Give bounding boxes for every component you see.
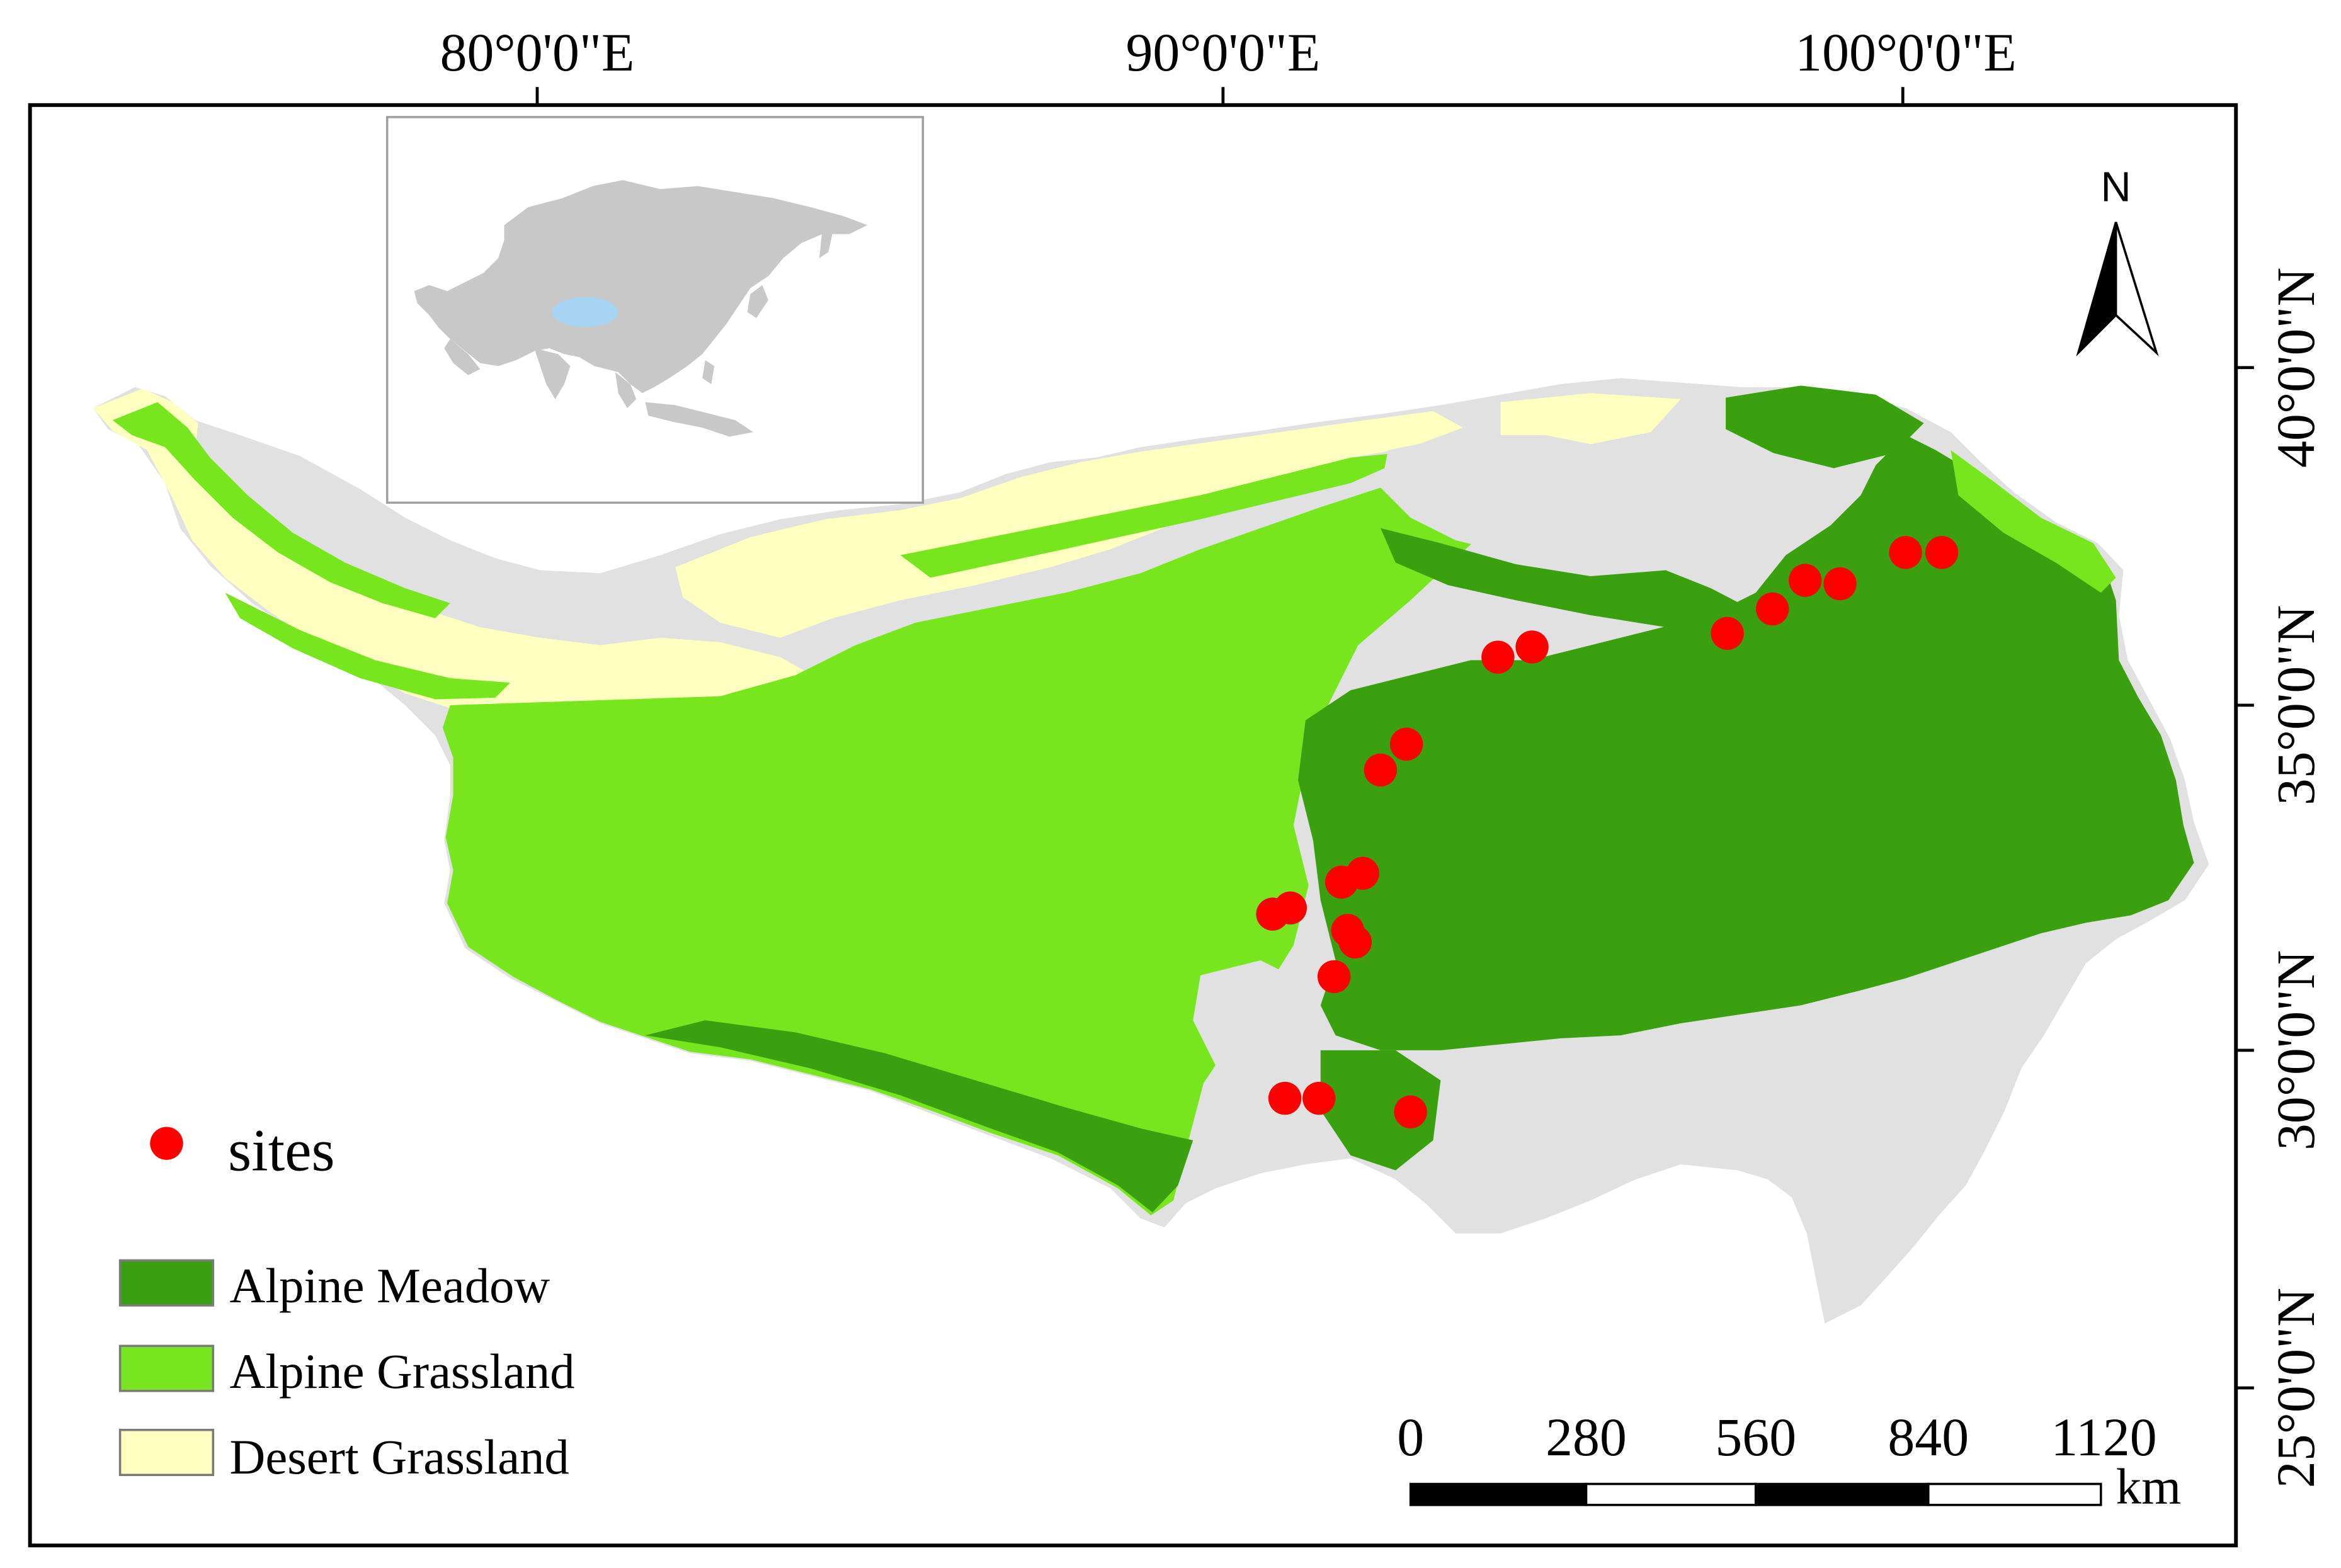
north-arrow-label: N: [2101, 164, 2131, 210]
scale-tick-label: 0: [1397, 1407, 1424, 1467]
longitude-label: 80°0'0"E: [440, 23, 635, 82]
site-marker: [1394, 1095, 1427, 1128]
legend-label-alpine-meadow: Alpine Meadow: [230, 1259, 550, 1314]
site-marker: [1339, 926, 1372, 958]
scale-tick-label: 560: [1715, 1407, 1796, 1467]
scale-segment-dark: [1756, 1484, 1928, 1505]
site-marker: [1823, 567, 1856, 600]
scale-unit-label: km: [2116, 1458, 2182, 1515]
site-marker: [1515, 630, 1548, 663]
longitude-label: 100°0'0"E: [1795, 23, 2017, 82]
site-marker: [1268, 1082, 1301, 1115]
latitude-label: 35°0'0"N: [2266, 605, 2326, 805]
site-marker: [1318, 960, 1350, 993]
scale-tick-label: 840: [1888, 1407, 1969, 1467]
site-marker: [1481, 640, 1514, 673]
site-marker: [1925, 536, 1958, 569]
scale-tick-label: 280: [1546, 1407, 1627, 1467]
site-marker: [1325, 866, 1358, 899]
site-marker: [1390, 728, 1423, 761]
site-marker: [1756, 593, 1789, 625]
latitude-label: 30°0'0"N: [2266, 950, 2326, 1150]
inset-study-area: [552, 297, 618, 327]
longitude-label: 90°0'0"E: [1126, 23, 1321, 82]
inset-map: [387, 117, 923, 503]
site-marker: [1302, 1082, 1335, 1115]
site-marker: [1256, 897, 1289, 930]
latitude-graticule: 40°0'0"N 35°0'0"N 30°0'0"N 25°0'0"N: [2236, 268, 2326, 1488]
legend-label-desert-grassland: Desert Grassland: [230, 1430, 569, 1485]
site-marker: [1889, 536, 1922, 569]
legend-sites-label: sites: [228, 1117, 334, 1184]
site-marker: [1789, 564, 1821, 596]
latitude-label: 25°0'0"N: [2266, 1288, 2326, 1488]
site-marker: [1364, 754, 1397, 787]
legend-swatch-desert-grassland: [120, 1430, 214, 1475]
legend-swatch-alpine-grassland: [120, 1346, 214, 1390]
scale-segment-light: [1928, 1484, 2101, 1505]
legend-swatch-alpine-meadow: [120, 1261, 214, 1305]
scale-segment-light: [1586, 1484, 1756, 1505]
scale-segment-dark: [1411, 1484, 1586, 1505]
legend-label-alpine-grassland: Alpine Grassland: [230, 1344, 575, 1399]
site-marker: [1711, 617, 1743, 650]
latitude-label: 40°0'0"N: [2266, 268, 2326, 468]
longitude-graticule: 80°0'0"E 90°0'0"E 100°0'0"E: [440, 23, 2017, 105]
legend-site-marker: [150, 1127, 183, 1159]
